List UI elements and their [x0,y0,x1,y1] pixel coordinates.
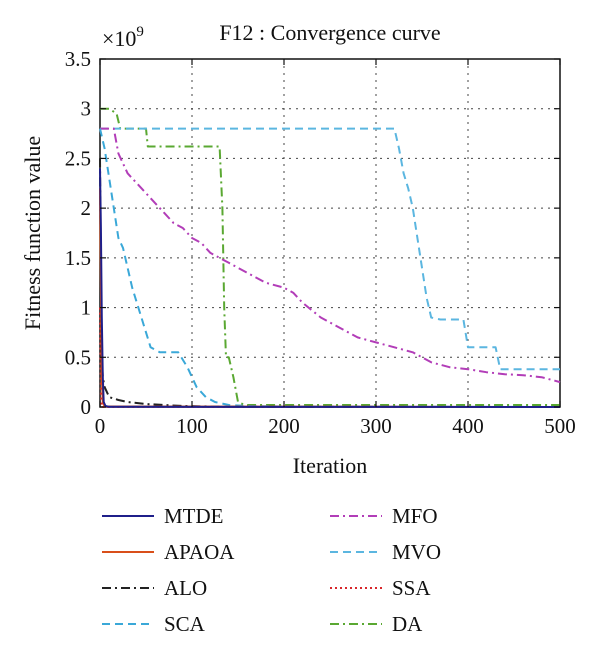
legend-item-alo: ALO [102,576,207,600]
legend-item-sca: SCA [102,612,206,636]
y-tick-label: 1.5 [65,246,91,270]
legend-label: APAOA [164,540,235,564]
y-multiplier-exponent: 9 [136,24,144,40]
legend-item-ssa: SSA [330,576,431,600]
grid-lines [100,59,560,407]
series-line-alo [99,158,561,408]
legend-item-mfo: MFO [330,504,438,528]
y-tick-label: 0.5 [65,345,91,369]
y-tick-label: 1 [81,296,92,320]
legend-item-apaoa: APAOA [102,540,235,564]
series-line-apaoa [99,188,561,408]
legend-item-mtde: MTDE [102,504,224,528]
chart-title: F12 : Convergence curve [219,20,440,45]
series-line-mvo [100,127,560,371]
y-multiplier: ×109 [102,24,144,51]
y-tick-label: 2 [81,196,92,220]
series-layer [99,107,561,408]
x-tick-label: 500 [544,414,576,438]
legend-label: MTDE [164,504,224,528]
y-axis-label: Fitness function value [20,136,45,330]
x-tick-label: 400 [452,414,484,438]
legend-label: MFO [392,504,438,528]
axis-ticks: 0 100 200 300 400 500 0 0.5 1 1.5 2 2.5 3 3.5 [65,47,576,438]
legend-label: SCA [164,612,206,636]
legend-item-da: DA [330,612,423,636]
legend: MTDE APAOA ALO SCA MFO MVO SSA DA [102,504,441,636]
series-line-mtde [99,168,561,408]
y-multiplier-base: ×10 [102,26,136,51]
x-tick-label: 200 [268,414,300,438]
series-line-ssa [99,307,560,408]
y-tick-label: 3.5 [65,47,91,71]
legend-label: SSA [392,576,431,600]
legend-label: DA [392,612,423,636]
plot-frame [99,58,561,408]
x-tick-label: 100 [176,414,208,438]
series-line-mfo [100,127,561,384]
y-tick-label: 0 [81,395,92,419]
x-axis-label: Iteration [293,453,368,478]
series-line-da [100,107,560,406]
series-line-sca [99,128,561,408]
legend-label: ALO [164,576,207,600]
x-tick-label: 300 [360,414,392,438]
legend-label: MVO [392,540,441,564]
legend-item-mvo: MVO [330,540,441,564]
y-tick-label: 2.5 [65,146,91,170]
y-tick-label: 3 [81,97,92,121]
x-tick-label: 0 [95,414,106,438]
